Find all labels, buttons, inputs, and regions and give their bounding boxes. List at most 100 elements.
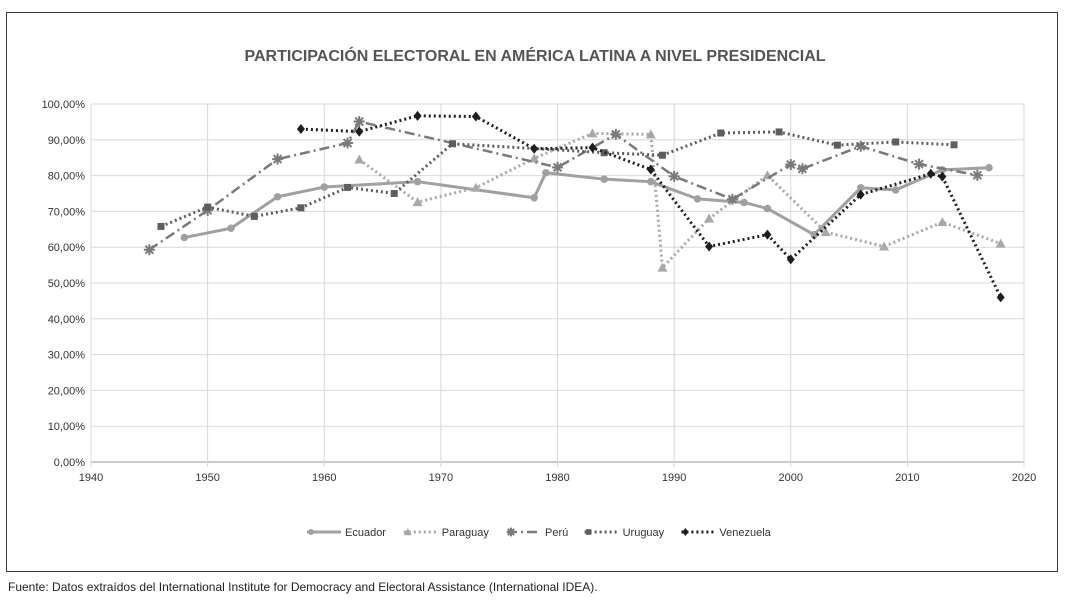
- data-point-venezuela: [786, 254, 795, 265]
- data-point-paraguay: [587, 128, 598, 138]
- data-point-ecuador: [985, 163, 993, 172]
- series-peru: [143, 116, 983, 256]
- legend-item-paraguay: Paraguay: [403, 527, 490, 539]
- data-point-paraguay: [704, 213, 715, 223]
- legend-marker-uruguay: [585, 529, 592, 535]
- series-paraguay: [354, 128, 1006, 272]
- data-point-paraguay: [657, 262, 668, 272]
- legend-marker-venezuela: [682, 528, 689, 536]
- chart-frame: PARTICIPACIÓN ELECTORAL EN AMÉRICA LATIN…: [6, 12, 1058, 572]
- data-point-uruguay: [250, 212, 258, 220]
- legend-label-paraguay: Paraguay: [442, 527, 490, 539]
- x-tick-label: 1990: [662, 472, 686, 484]
- x-tick-label: 2010: [895, 472, 919, 484]
- data-point-paraguay: [995, 238, 1006, 248]
- data-point-peru: [610, 128, 622, 140]
- data-point-uruguay: [833, 141, 841, 149]
- series-line-venezuela: [300, 114, 1003, 298]
- data-point-peru: [552, 161, 563, 173]
- data-point-uruguay: [600, 149, 608, 157]
- data-point-uruguay: [717, 129, 725, 137]
- data-point-paraguay: [762, 170, 773, 180]
- series-uruguay: [157, 128, 958, 230]
- data-point-peru: [785, 159, 797, 171]
- data-point-peru: [796, 163, 808, 175]
- y-tick-label: 50,00%: [48, 278, 86, 290]
- data-point-ecuador: [530, 194, 538, 202]
- data-point-ecuador: [763, 204, 772, 213]
- data-point-ecuador: [180, 233, 189, 242]
- series-line-ecuador: [184, 166, 990, 240]
- data-point-uruguay: [157, 222, 165, 230]
- data-point-ecuador: [273, 192, 282, 201]
- data-point-uruguay: [950, 141, 958, 149]
- data-point-peru: [342, 137, 354, 149]
- data-point-venezuela: [530, 143, 539, 154]
- y-tick-label: 70,00%: [48, 206, 86, 218]
- data-point-uruguay: [449, 140, 457, 148]
- data-point-paraguay: [412, 197, 423, 207]
- y-tick-label: 100,00%: [42, 99, 86, 111]
- data-point-uruguay: [390, 190, 398, 197]
- data-point-paraguay: [354, 154, 365, 164]
- data-point-ecuador: [810, 230, 818, 239]
- data-point-venezuela: [355, 126, 364, 137]
- data-point-paraguay: [937, 217, 948, 227]
- data-point-ecuador: [647, 177, 655, 186]
- series-venezuela: [296, 110, 1005, 303]
- data-point-ecuador: [740, 198, 748, 207]
- data-point-peru: [353, 116, 365, 128]
- data-point-peru: [272, 153, 284, 165]
- data-point-uruguay: [658, 151, 666, 159]
- data-point-paraguay: [879, 241, 890, 251]
- data-point-venezuela: [413, 110, 422, 121]
- data-point-venezuela: [996, 292, 1005, 303]
- y-tick-label: 90,00%: [48, 135, 86, 147]
- data-point-ecuador: [320, 183, 328, 191]
- legend-label-venezuela: Venezuela: [719, 527, 771, 539]
- data-point-peru: [855, 140, 867, 152]
- data-point-venezuela: [938, 171, 947, 182]
- series-layer: [143, 110, 1006, 303]
- data-point-paraguay: [529, 153, 540, 163]
- legend-label-uruguay: Uruguay: [623, 527, 665, 539]
- data-point-venezuela: [926, 168, 935, 179]
- data-point-ecuador: [227, 224, 235, 232]
- data-point-uruguay: [775, 128, 783, 136]
- y-tick-label: 0,00%: [54, 457, 85, 469]
- source-note: Fuente: Datos extraídos del Internationa…: [8, 580, 598, 594]
- data-point-ecuador: [413, 177, 422, 186]
- x-tick-label: 1970: [429, 472, 453, 484]
- y-tick-label: 30,00%: [48, 350, 86, 362]
- data-point-venezuela: [646, 164, 655, 175]
- legend-item-ecuador: Ecuador: [307, 527, 386, 539]
- data-point-venezuela: [296, 124, 305, 135]
- data-point-venezuela: [763, 229, 772, 240]
- data-point-peru: [971, 169, 983, 181]
- y-tick-label: 80,00%: [48, 171, 86, 183]
- data-point-uruguay: [204, 203, 212, 211]
- legend: Ecuador Paraguay Perú Uruguay Venezuela: [307, 527, 772, 539]
- data-point-ecuador: [693, 195, 702, 203]
- legend-marker-paraguay: [403, 528, 412, 536]
- y-tick-label: 10,00%: [48, 421, 86, 433]
- data-point-paraguay: [820, 227, 831, 237]
- x-axis-ticks: 1940 1950 1960 1970 1980 1990 2000 2010 2020: [79, 472, 1036, 484]
- legend-marker-peru: [506, 527, 516, 537]
- data-point-peru: [913, 158, 925, 170]
- data-point-paraguay: [470, 182, 481, 192]
- chart-title: PARTICIPACIÓN ELECTORAL EN AMÉRICA LATIN…: [244, 46, 825, 65]
- x-tick-label: 1950: [195, 472, 219, 484]
- line-chart: PARTICIPACIÓN ELECTORAL EN AMÉRICA LATIN…: [42, 46, 1037, 539]
- data-point-venezuela: [588, 142, 597, 153]
- legend-label-peru: Perú: [545, 527, 568, 539]
- data-point-venezuela: [705, 241, 714, 252]
- x-tick-label: 1980: [545, 472, 569, 484]
- y-axis-ticks: 0,00% 10,00% 20,00% 30,00% 40,00% 50,00% 60,00…: [42, 99, 86, 469]
- data-point-ecuador: [600, 175, 608, 183]
- data-point-venezuela: [856, 189, 865, 200]
- series-line-peru: [148, 120, 978, 251]
- data-point-peru: [668, 170, 680, 182]
- legend-item-peru: Perú: [506, 527, 568, 539]
- data-point-venezuela: [471, 111, 480, 122]
